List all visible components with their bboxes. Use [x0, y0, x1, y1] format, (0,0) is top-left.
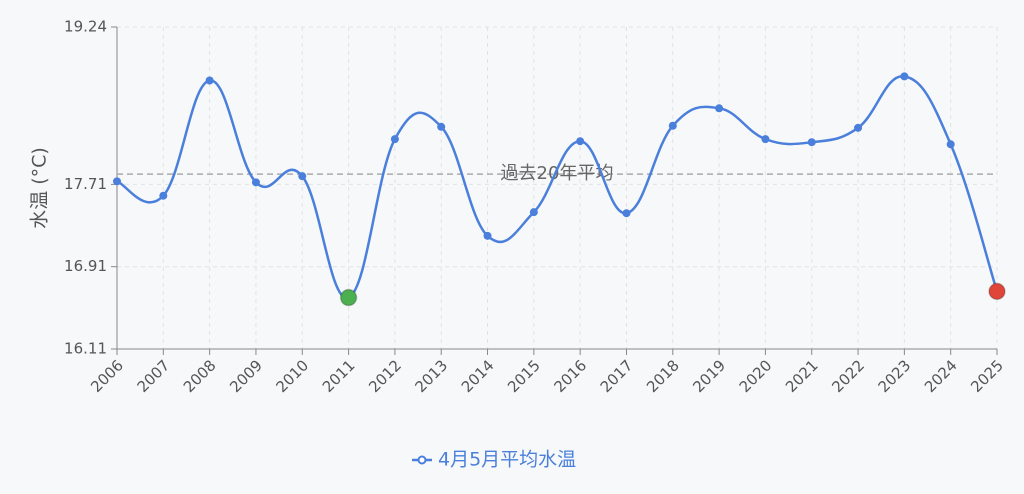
x-tick-label: 2013 — [411, 356, 451, 396]
point — [715, 104, 724, 113]
x-tick-label: 2014 — [458, 356, 498, 396]
highlight-point — [988, 282, 1006, 301]
x-tick-label: 2015 — [504, 356, 544, 396]
x-tick-label: 2016 — [550, 356, 590, 396]
point — [298, 172, 307, 181]
x-tick-label: 2024 — [921, 356, 961, 396]
reference-label: 過去20年平均 — [501, 163, 614, 184]
point — [113, 177, 121, 186]
point — [900, 72, 909, 81]
highlight-point — [339, 288, 358, 307]
point — [761, 135, 770, 144]
y-tick-label: 17.71 — [64, 175, 107, 193]
point — [390, 135, 399, 144]
x-tick-label: 2022 — [828, 356, 868, 396]
point — [205, 76, 214, 85]
x-tick-label: 2008 — [180, 356, 220, 396]
x-tick-label: 2018 — [643, 356, 683, 396]
x-tick-label: 2007 — [134, 356, 174, 396]
point — [807, 138, 816, 147]
line — [116, 75, 999, 299]
point — [483, 231, 492, 240]
point — [854, 123, 863, 132]
x-tick-label: 2020 — [736, 356, 776, 396]
point — [529, 208, 538, 217]
point — [159, 191, 168, 200]
x-tick-label: 2017 — [597, 356, 637, 396]
y-tick-label: 16.11 — [64, 340, 107, 358]
point — [622, 209, 631, 218]
x-tick-label: 2011 — [319, 356, 359, 396]
point — [668, 121, 677, 130]
x-tick-label: 2009 — [226, 356, 266, 396]
x-tick-label: 2021 — [782, 356, 822, 396]
y-tick-label: 16.91 — [64, 257, 107, 275]
x-tick-label: 2025 — [967, 356, 1007, 396]
legend-label: 4月5月平均水温 — [438, 449, 576, 471]
point — [437, 122, 446, 131]
point — [576, 137, 585, 146]
x-tick-label: 2010 — [273, 356, 313, 396]
y-axis-label: 水温 (°C) — [29, 147, 51, 229]
y-tick-label: 19.24 — [64, 18, 107, 36]
point — [251, 178, 260, 187]
x-tick-label: 2012 — [365, 356, 405, 396]
legend-marker — [417, 455, 427, 465]
x-tick-label: 2019 — [689, 356, 729, 396]
x-tick-label: 2023 — [875, 356, 915, 396]
point — [946, 140, 955, 149]
x-tick-label: 2006 — [87, 356, 127, 396]
